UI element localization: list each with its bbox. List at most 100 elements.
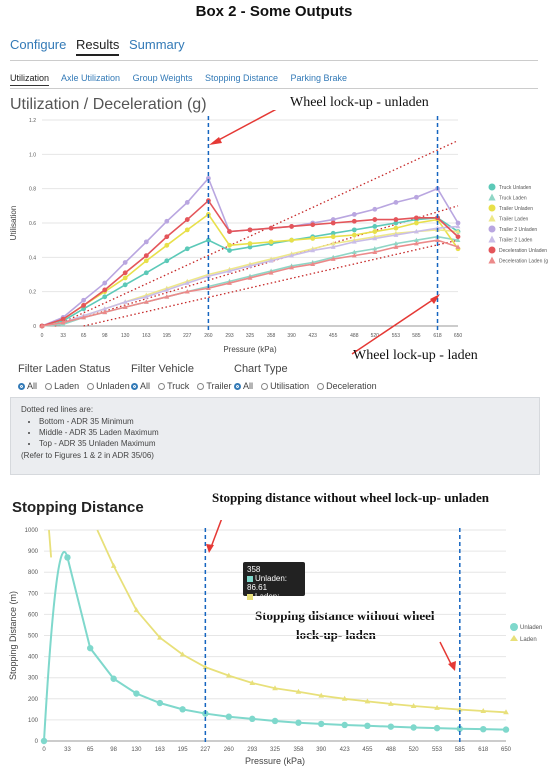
data-point — [227, 242, 232, 248]
data-point — [330, 244, 336, 249]
y-tick-label: 200 — [28, 697, 39, 703]
note-item: Top - ADR 35 Unladen Maximum — [39, 439, 529, 448]
data-point — [295, 719, 302, 726]
data-point — [502, 726, 510, 733]
data-point — [164, 258, 170, 264]
filter-laden-status-label: Filter Laden Status — [18, 363, 111, 375]
data-point — [122, 270, 128, 276]
legend-label: Deceleration Laden (g) — [499, 259, 548, 265]
legend-label: Trailer Unladen — [499, 206, 533, 212]
data-point — [227, 268, 232, 273]
legend-label: Truck Laden — [499, 196, 527, 202]
data-point — [387, 723, 395, 730]
legend-marker-icon — [488, 225, 496, 233]
radio-label: Unladen — [96, 381, 130, 391]
subtab-parking-brake[interactable]: Parking Brake — [290, 73, 348, 83]
y-tick-label: 0.2 — [29, 290, 36, 296]
data-point — [226, 672, 232, 678]
data-point — [143, 299, 149, 304]
y-tick-label: 0 — [33, 324, 36, 330]
data-point — [39, 323, 45, 328]
radio-laden-laden[interactable]: Laden — [45, 381, 79, 391]
data-point — [341, 695, 348, 701]
radio-empty-icon — [261, 383, 269, 390]
x-tick-label: 520 — [371, 333, 380, 339]
annotation-sd-unladen: Stopping distance without wheel lock-up-… — [212, 490, 490, 505]
annotation-arrow-shaft — [209, 520, 223, 551]
data-point — [133, 607, 140, 613]
data-point — [434, 704, 440, 710]
data-point — [310, 236, 316, 241]
stopping-distance-chart: 0 100 200 300 400 500 600 700 800 900 1000 0 33 65 98 1… — [8, 520, 542, 766]
data-point — [330, 230, 336, 236]
x-tick-label: 0 — [41, 333, 44, 339]
note-item: Bottom - ADR 35 Minimum — [39, 417, 529, 426]
data-point — [480, 708, 487, 714]
data-point — [122, 275, 128, 281]
subtab-utilization[interactable]: Utilization — [10, 73, 50, 86]
radio-charttype-deceleration[interactable]: Deceleration — [317, 381, 377, 391]
data-point — [414, 241, 419, 246]
subtab-axle-utilization[interactable]: Axle Utilization — [61, 73, 121, 83]
radio-label: Laden — [54, 381, 80, 391]
y-tick-label: 900 — [28, 549, 39, 555]
filter-laden-status: Filter Laden Status All Laden Unladen — [18, 363, 135, 392]
chart1-title: Utilization / Deceleration (g) — [10, 96, 207, 113]
x-tick-label: 488 — [386, 747, 397, 753]
data-point — [271, 717, 279, 725]
filter-vehicle-label: Filter Vehicle — [131, 363, 194, 375]
data-point — [330, 217, 336, 222]
data-point — [81, 306, 86, 312]
y-tick-label: 300 — [28, 676, 39, 682]
x-axis-title: Pressure (kPa) — [223, 345, 277, 354]
data-point — [133, 690, 140, 697]
note-list: Bottom - ADR 35 Minimum Middle - ADR 35 … — [39, 417, 529, 448]
data-point — [247, 275, 253, 280]
data-point — [455, 244, 461, 249]
radio-laden-unladen[interactable]: Unladen — [87, 381, 130, 391]
radio-vehicle-all[interactable]: All — [131, 381, 150, 391]
data-point — [393, 200, 399, 205]
data-point — [157, 634, 163, 640]
annotation-lockup-laden: Wheel lock-up - laden — [353, 348, 478, 363]
x-tick-label: 65 — [81, 333, 87, 339]
legend-label: Laden — [520, 637, 537, 643]
legend-marker-icon — [488, 256, 496, 264]
radio-vehicle-trailer[interactable]: Trailer — [197, 381, 231, 391]
data-point — [122, 260, 128, 265]
data-point — [393, 241, 399, 246]
x-tick-label: 260 — [224, 747, 235, 753]
radio-charttype-utilisation[interactable]: Utilisation — [261, 381, 309, 391]
tab-summary[interactable]: Summary — [128, 37, 185, 52]
data-point — [480, 725, 487, 733]
x-tick-label: 33 — [64, 747, 71, 753]
data-point — [372, 249, 378, 254]
data-point — [351, 232, 357, 238]
data-point — [372, 235, 378, 241]
data-point — [351, 227, 357, 233]
subtab-stopping-distance[interactable]: Stopping Distance — [204, 73, 279, 83]
data-point — [414, 237, 419, 242]
data-point — [102, 306, 108, 311]
swatch-icon — [247, 594, 253, 600]
data-point — [455, 223, 461, 229]
data-point — [289, 265, 294, 270]
data-point — [393, 225, 399, 231]
radio-charttype-all[interactable]: All — [234, 381, 253, 391]
tab-configure[interactable]: Configure — [10, 37, 67, 52]
data-point — [87, 644, 94, 652]
tab-results[interactable]: Results — [76, 37, 120, 56]
annotation-arrow-head-icon — [206, 544, 214, 553]
data-point — [247, 263, 253, 268]
radio-label: Trailer — [206, 381, 232, 391]
data-point — [318, 720, 325, 728]
subtab-group-weights[interactable]: Group Weights — [132, 73, 193, 83]
x-tick-label: 553 — [392, 333, 401, 339]
radio-laden-all[interactable]: All — [18, 381, 37, 391]
data-point — [60, 319, 66, 325]
data-point — [268, 239, 274, 245]
legend-marker-icon — [488, 193, 496, 201]
data-point — [393, 244, 399, 249]
series-line-unladen — [43, 550, 507, 742]
radio-vehicle-truck[interactable]: Truck — [158, 381, 189, 391]
